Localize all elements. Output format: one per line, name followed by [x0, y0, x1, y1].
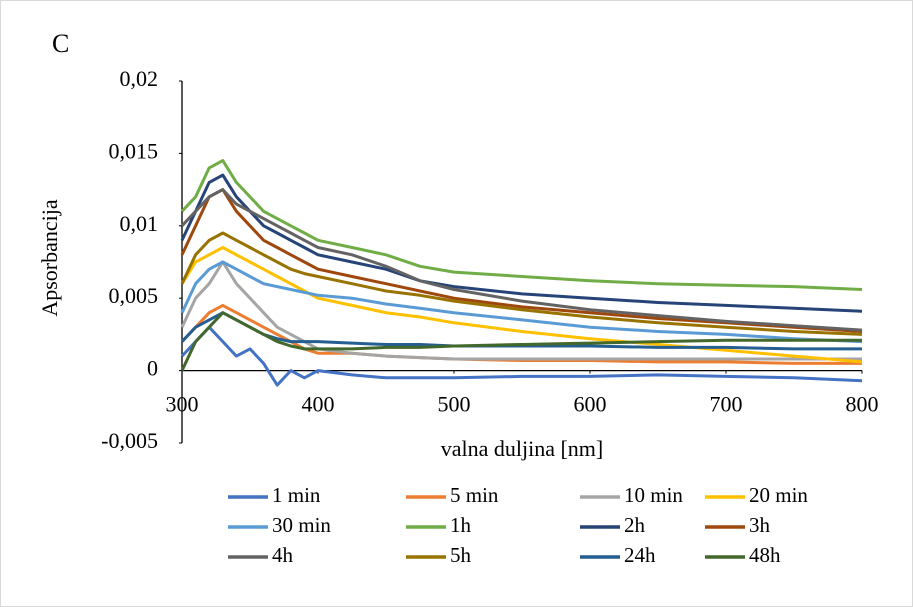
x-axis-title: valna duljina [nm]	[441, 436, 604, 461]
panel-label: C	[52, 29, 69, 58]
legend-label: 20 min	[749, 483, 808, 507]
y-axis-title: Apsorbancija	[37, 199, 62, 317]
legend-label: 24h	[624, 543, 656, 567]
series-line	[180, 188, 863, 332]
y-tick-label: 0,01	[120, 211, 159, 236]
series-line	[180, 325, 863, 387]
series-line	[180, 311, 862, 372]
y-tick-label: 0,005	[109, 283, 159, 308]
y-tick-label: -0,005	[101, 428, 158, 453]
y-tick-label: 0,015	[109, 138, 159, 163]
x-tick-label: 300	[166, 392, 199, 417]
legend-label: 5 min	[450, 483, 499, 507]
series-line	[180, 173, 863, 313]
x-tick-label: 400	[302, 392, 335, 417]
x-tick-label: 800	[846, 392, 879, 417]
x-tick-label: 700	[710, 392, 743, 417]
y-tick-label: 0,02	[120, 66, 159, 91]
legend-label: 48h	[749, 543, 781, 567]
y-tick-label: 0	[147, 356, 158, 381]
legend-label: 1h	[450, 513, 472, 537]
series-line	[180, 260, 863, 344]
series-line	[180, 188, 863, 333]
legend-label: 10 min	[624, 483, 683, 507]
series-line	[180, 231, 863, 336]
legend-label: 3h	[749, 513, 771, 537]
series-line	[180, 159, 863, 291]
x-tick-label: 500	[438, 392, 471, 417]
legend-label: 1 min	[272, 483, 321, 507]
series-line	[180, 303, 862, 365]
x-tick-label: 600	[574, 392, 607, 417]
legend-label: 4h	[272, 543, 294, 567]
legend-label: 5h	[450, 543, 472, 567]
legend-label: 2h	[624, 513, 646, 537]
legend-label: 30 min	[272, 513, 331, 537]
